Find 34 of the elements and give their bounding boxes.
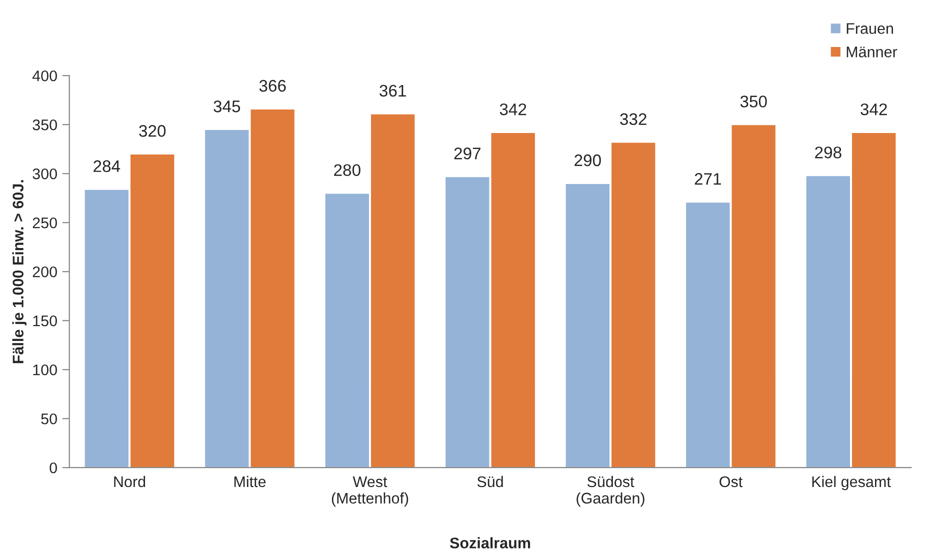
y-tick-label: 350 bbox=[32, 119, 57, 130]
x-tick-label: Kiel gesamt bbox=[812, 476, 891, 490]
x-tick-label: Nord bbox=[114, 476, 146, 488]
data-label: 290 bbox=[574, 154, 601, 166]
data-label: 271 bbox=[694, 173, 721, 185]
x-tick-label: Mitte bbox=[234, 476, 266, 488]
y-tick-label: 0 bbox=[50, 462, 57, 474]
x-tick-label: Ost bbox=[720, 476, 743, 488]
y-tick-label: 100 bbox=[33, 364, 57, 376]
data-label: 366 bbox=[259, 80, 286, 92]
y-tick-label: 300 bbox=[32, 168, 57, 180]
data-label: 332 bbox=[620, 113, 646, 126]
data-label: 280 bbox=[334, 164, 360, 176]
legend-label: Frauen bbox=[846, 23, 893, 34]
data-label: 345 bbox=[214, 100, 240, 112]
data-label: 297 bbox=[454, 148, 480, 160]
y-tick-label: 200 bbox=[32, 266, 57, 278]
data-label: 284 bbox=[94, 160, 120, 172]
data-label: 320 bbox=[139, 125, 166, 137]
x-tick-label: Südost (Gaarden) bbox=[576, 476, 644, 507]
data-label: 342 bbox=[500, 103, 526, 116]
data-label: 342 bbox=[860, 103, 887, 116]
data-label: 361 bbox=[380, 84, 406, 97]
x-tick-label: West (Mettenhof) bbox=[332, 476, 408, 507]
y-tick-label: 250 bbox=[32, 217, 57, 228]
y-tick-label: 400 bbox=[32, 70, 57, 82]
y-tick-label: 150 bbox=[33, 315, 57, 326]
x-axis-title: Sozialraum bbox=[450, 537, 530, 548]
data-label: 298 bbox=[815, 146, 842, 158]
data-label: 350 bbox=[740, 96, 767, 108]
x-tick-label: Süd bbox=[477, 476, 503, 488]
y-axis-title: Fälle je 1.000 Einw. > 60J. bbox=[12, 180, 27, 364]
y-tick-label: 50 bbox=[41, 413, 57, 424]
legend-label: Männer bbox=[846, 46, 898, 58]
